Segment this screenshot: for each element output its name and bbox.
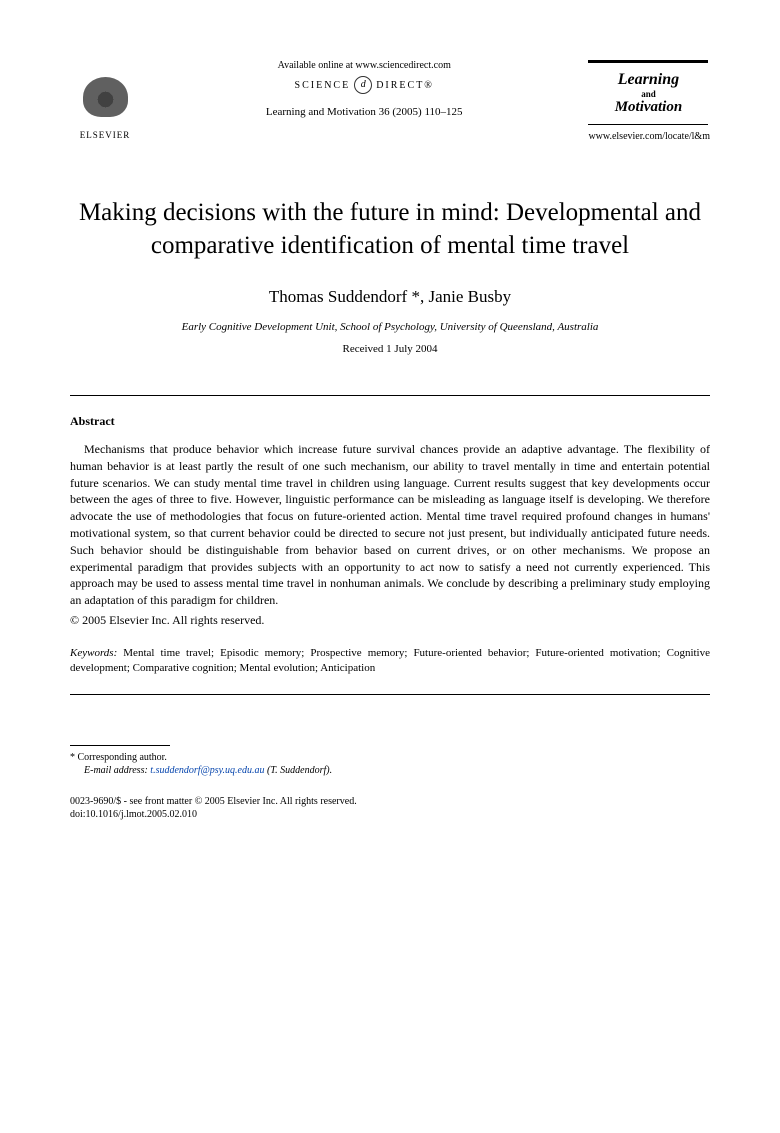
footnote-divider [70, 745, 170, 746]
journal-name-and: and [592, 89, 704, 99]
journal-url: www.elsevier.com/locate/l&m [588, 131, 710, 142]
email-link[interactable]: t.suddendorf@psy.uq.edu.au [150, 765, 264, 776]
elsevier-tree-icon [78, 72, 133, 127]
article-title: Making decisions with the future in mind… [70, 197, 710, 262]
center-header: Available online at www.sciencedirect.co… [140, 60, 588, 118]
journal-name-line2: Motivation [592, 99, 704, 116]
affiliation: Early Cognitive Development Unit, School… [70, 321, 710, 333]
keywords-label: Keywords: [70, 647, 117, 659]
copyright-text: © 2005 Elsevier Inc. All rights reserved… [70, 613, 710, 628]
keywords-text: Mental time travel; Episodic memory; Pro… [70, 647, 710, 674]
divider-bottom [70, 694, 710, 695]
abstract-text: Mechanisms that produce behavior which i… [70, 441, 710, 609]
science-direct-logo: SCIENCE d DIRECT® [160, 76, 568, 94]
email-author: (T. Suddendorf). [267, 765, 332, 776]
journal-box: Learning and Motivation [588, 60, 708, 125]
keywords: Keywords: Mental time travel; Episodic m… [70, 646, 710, 676]
publisher-name: ELSEVIER [80, 130, 131, 140]
authors: Thomas Suddendorf *, Janie Busby [70, 287, 710, 307]
divider-top [70, 395, 710, 396]
journal-name-line1: Learning [592, 71, 704, 89]
science-direct-right: DIRECT® [376, 80, 434, 91]
abstract-heading: Abstract [70, 414, 710, 429]
journal-box-container: Learning and Motivation www.elsevier.com… [588, 60, 710, 142]
email-label: E-mail address: [84, 765, 148, 776]
footer-doi: doi:10.1016/j.lmot.2005.02.010 [70, 808, 710, 821]
available-online-text: Available online at www.sciencedirect.co… [160, 60, 568, 71]
footnote-email-line: E-mail address: t.suddendorf@psy.uq.edu.… [70, 764, 710, 777]
elsevier-logo: ELSEVIER [70, 60, 140, 140]
science-direct-left: SCIENCE [295, 80, 351, 91]
header-row: ELSEVIER Available online at www.science… [70, 60, 710, 142]
footer-issn: 0023-9690/$ - see front matter © 2005 El… [70, 795, 710, 808]
sd-d-icon: d [354, 76, 372, 94]
footnote-corresponding: * Corresponding author. [70, 751, 710, 764]
footer-info: 0023-9690/$ - see front matter © 2005 El… [70, 795, 710, 821]
journal-reference: Learning and Motivation 36 (2005) 110–12… [160, 106, 568, 118]
received-date: Received 1 July 2004 [70, 343, 710, 355]
